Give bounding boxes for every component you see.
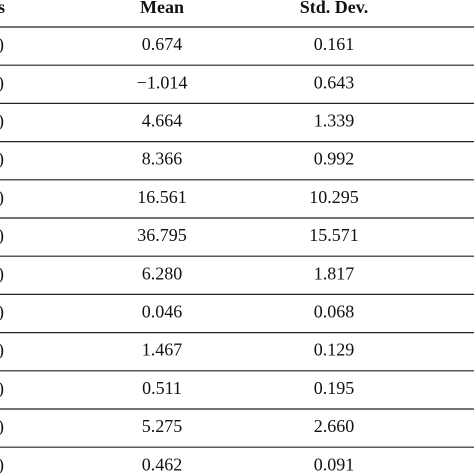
cell: ) <box>0 72 4 93</box>
cell: 0.046 <box>142 302 183 322</box>
cell: 0.129 <box>314 340 355 360</box>
header-cell: s <box>0 0 5 17</box>
cell: ) <box>0 111 4 132</box>
cell: 0.161 <box>314 34 355 54</box>
cell: 0.674 <box>142 34 183 54</box>
cell: 1.817 <box>314 263 355 283</box>
cell: 0.643 <box>314 72 355 92</box>
cell: ) <box>0 225 4 246</box>
cell: ) <box>0 416 4 437</box>
cell: 0.091 <box>314 454 355 474</box>
cell: ) <box>0 263 4 284</box>
cell: 1.467 <box>142 340 183 360</box>
cell: 36.795 <box>137 225 187 245</box>
header-cell: Std. Dev. <box>300 0 369 17</box>
cell: 1.339 <box>314 111 355 131</box>
cell: ) <box>0 340 4 361</box>
cell: ) <box>0 187 4 208</box>
cell: 8.366 <box>142 149 183 169</box>
cell: ) <box>0 378 4 399</box>
header-cell: Mean <box>140 0 184 17</box>
cell: 0.195 <box>314 378 355 398</box>
cell: 6.280 <box>142 263 183 283</box>
cell: −1.014 <box>137 72 188 92</box>
cell: ) <box>0 34 4 55</box>
cell: 2.660 <box>314 416 355 436</box>
cell: 15.571 <box>309 225 359 245</box>
cell: 0.511 <box>142 378 182 398</box>
cell: 5.275 <box>142 416 183 436</box>
cell: 0.462 <box>142 454 183 474</box>
cell: 0.992 <box>314 149 355 169</box>
cell: ) <box>0 454 4 474</box>
cell: ) <box>0 149 4 170</box>
cell: 0.068 <box>314 302 355 322</box>
cell: 4.664 <box>142 111 183 131</box>
cell: ) <box>0 302 4 323</box>
cell: 10.295 <box>309 187 359 207</box>
cell: 16.561 <box>137 187 187 207</box>
